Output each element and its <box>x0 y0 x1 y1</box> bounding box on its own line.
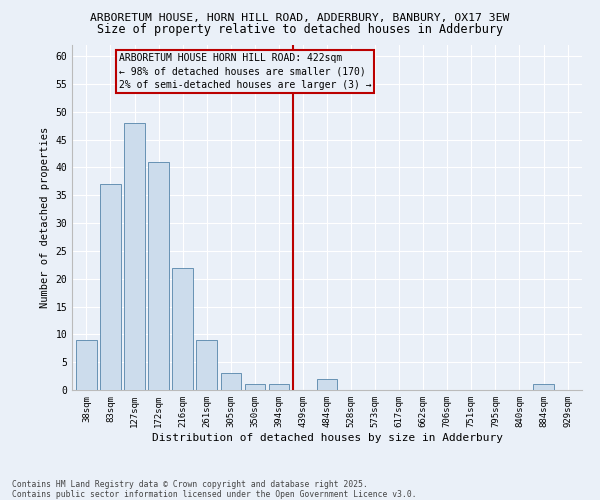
X-axis label: Distribution of detached houses by size in Adderbury: Distribution of detached houses by size … <box>151 432 503 442</box>
Text: Contains HM Land Registry data © Crown copyright and database right 2025.
Contai: Contains HM Land Registry data © Crown c… <box>12 480 416 499</box>
Bar <box>196 340 217 390</box>
Bar <box>317 379 337 390</box>
Y-axis label: Number of detached properties: Number of detached properties <box>40 127 50 308</box>
Bar <box>124 123 145 390</box>
Bar <box>172 268 193 390</box>
Text: ARBORETUM HOUSE, HORN HILL ROAD, ADDERBURY, BANBURY, OX17 3EW: ARBORETUM HOUSE, HORN HILL ROAD, ADDERBU… <box>91 12 509 22</box>
Bar <box>269 384 289 390</box>
Bar <box>221 374 241 390</box>
Bar <box>245 384 265 390</box>
Bar <box>76 340 97 390</box>
Text: Size of property relative to detached houses in Adderbury: Size of property relative to detached ho… <box>97 22 503 36</box>
Bar <box>148 162 169 390</box>
Bar <box>100 184 121 390</box>
Bar <box>533 384 554 390</box>
Text: ARBORETUM HOUSE HORN HILL ROAD: 422sqm
← 98% of detached houses are smaller (170: ARBORETUM HOUSE HORN HILL ROAD: 422sqm ←… <box>119 54 371 90</box>
